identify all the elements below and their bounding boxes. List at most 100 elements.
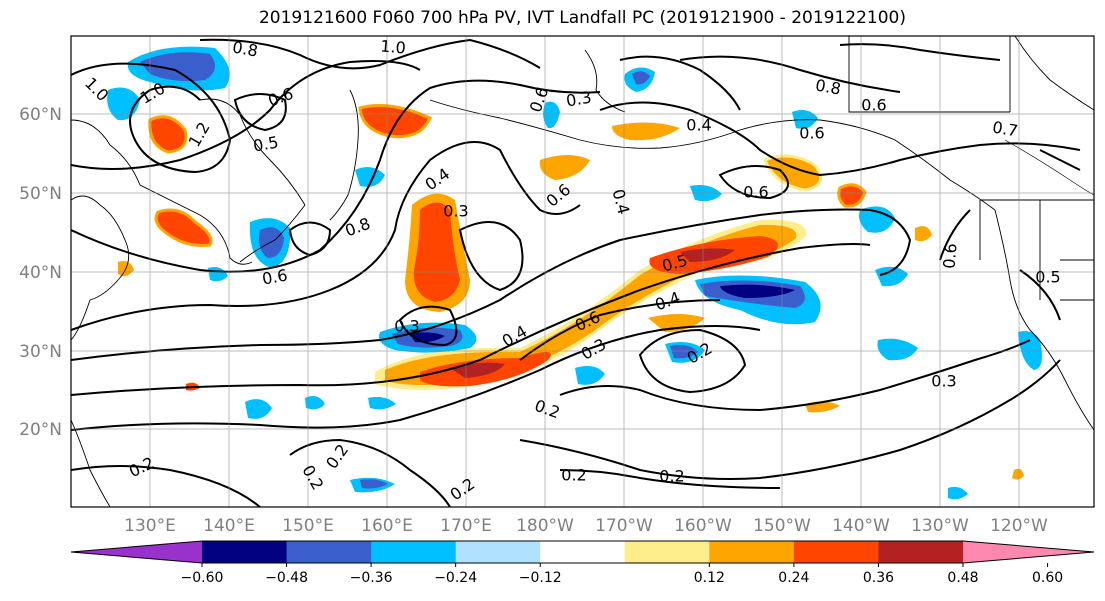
lon-label: 170°E [440,516,492,536]
contour-label: 0.3 [394,317,419,336]
negative-anomaly-shading [948,486,968,500]
positive-anomaly-shading [915,226,932,242]
colorbar-segment [878,541,964,563]
positive-anomaly-shading [450,248,735,378]
positive-anomaly-shading [358,104,432,139]
colorbar-tick-label: 0.60 [1032,570,1063,586]
contour-label: 0.6 [543,180,575,211]
negative-anomaly-shading [259,227,284,258]
contour-label: 0.6 [861,96,886,115]
lon-label: 130°E [124,516,176,536]
gridlines [71,36,1094,507]
lon-label: 140°E [203,516,255,536]
positive-anomaly-shading [154,208,213,247]
negative-anomaly-shading [632,71,650,85]
lat-label: 60°N [19,105,62,125]
contour-label: 1.2 [185,119,214,151]
positive-anomaly-shading [413,202,460,302]
colorbar-segment [793,541,879,563]
positive-anomaly-shading [612,122,680,141]
contour-label: 0.3 [443,202,468,221]
contour-label: 0.2 [659,467,684,486]
lon-label: 140°W [832,516,890,536]
positive-anomaly-shading [763,154,823,192]
negative-anomaly-shading [355,166,385,187]
colorbar-tick-label: −0.60 [181,570,224,586]
lon-label: 120°W [990,516,1048,536]
lon-label: 180°W [516,516,574,536]
contour-label: 0.4 [608,187,633,217]
latitude-labels: 60°N 50°N 40°N 30°N 20°N [19,105,62,440]
contour-label: 0.2 [561,466,586,485]
pv-contours [71,38,1081,507]
negative-anomaly-shading [877,338,918,361]
positive-anomaly-shading [539,155,590,180]
contour-label: 0.6 [261,265,289,288]
contour-label: 0.3 [931,372,956,391]
lon-label: 160°W [674,516,732,536]
colorbar-extend-low [71,541,202,563]
colorbar-tick-label: 0.48 [947,570,978,586]
lon-label: 160°E [361,516,413,536]
colorbar-tick-label: −0.36 [350,570,393,586]
negative-anomaly-shading [859,206,895,233]
contour-label: 0.6 [799,124,824,143]
contour-label: 0.7 [991,117,1019,140]
contour-label: 0.2 [126,453,157,481]
contour-label: 0.2 [532,396,562,423]
contour-label: 0.3 [565,87,593,110]
negative-anomaly-shading [208,267,228,282]
colorbar-segment [286,541,372,563]
lon-label: 150°W [753,516,811,536]
contour-label: 0.4 [422,164,454,194]
lon-label: 170°W [595,516,653,536]
lat-label: 50°N [19,184,62,204]
map-frame [70,35,1095,508]
colorbar-segment [202,541,288,563]
negative-anomaly-shading [670,344,698,359]
contour-label: 1.0 [380,36,407,57]
colorbar-segment [371,541,457,563]
contour-label: 0.2 [298,462,327,494]
negative-anomaly-shading [543,101,560,129]
negative-anomaly-shading [575,366,605,385]
colorbar-tick-label: −0.48 [265,570,308,586]
colorbar-tick-label: 0.36 [863,570,894,586]
lat-label: 30°N [19,342,62,362]
contour-label: 0.5 [252,132,280,155]
negative-anomaly-shading [140,52,215,82]
lon-label: 130°W [911,516,969,536]
contour-label: 0.2 [322,441,352,473]
negative-anomaly-shading [305,396,325,410]
colorbar-tick-label: −0.24 [434,570,477,586]
pv-shading [107,46,1042,500]
negative-anomaly-shading [360,479,388,489]
contour-label: 0.6 [939,242,960,269]
colorbar-tick-label: −0.12 [519,570,562,586]
colorbar: −0.60 −0.48 −0.36 −0.24 −0.12 0.12 0.24 0.36 0.4… [70,540,1095,586]
contour-labels: 0.8 1.01.0 1.0 0.61.2 0.50.40.30.60.80.60.3 0… [81,36,1061,504]
lat-label: 20°N [19,420,62,440]
positive-anomaly-shading [648,314,705,332]
colorbar-segment [540,541,626,563]
coastlines [71,36,1094,507]
contour-label: 0.6 [743,183,768,202]
map-area: 0.8 1.01.0 1.0 0.61.2 0.50.40.30.60.80.60.3 0… [71,36,1094,507]
contour-label: 0.4 [686,116,711,135]
colorbar-segment [455,541,541,563]
negative-anomaly-shading [720,284,795,298]
longitude-labels: 130°E 140°E 150°E 160°E 170°E 180°W 170°… [124,516,1048,536]
contour-label: 0.2 [447,474,479,504]
contour-label: 0.8 [231,37,259,60]
contour-label: 0.8 [342,214,372,241]
negative-anomaly-shading [368,396,396,410]
contour-label: 0.8 [814,75,842,98]
positive-anomaly-shading [1012,468,1024,480]
positive-anomaly-shading [148,115,188,154]
colorbar-tick-label: 0.12 [694,570,725,586]
map-title: 2019121600 F060 700 hPa PV, IVT Landfall… [258,8,906,28]
lon-label: 150°E [282,516,334,536]
positive-anomaly-shading [837,183,867,208]
colorbar-segment [624,541,710,563]
